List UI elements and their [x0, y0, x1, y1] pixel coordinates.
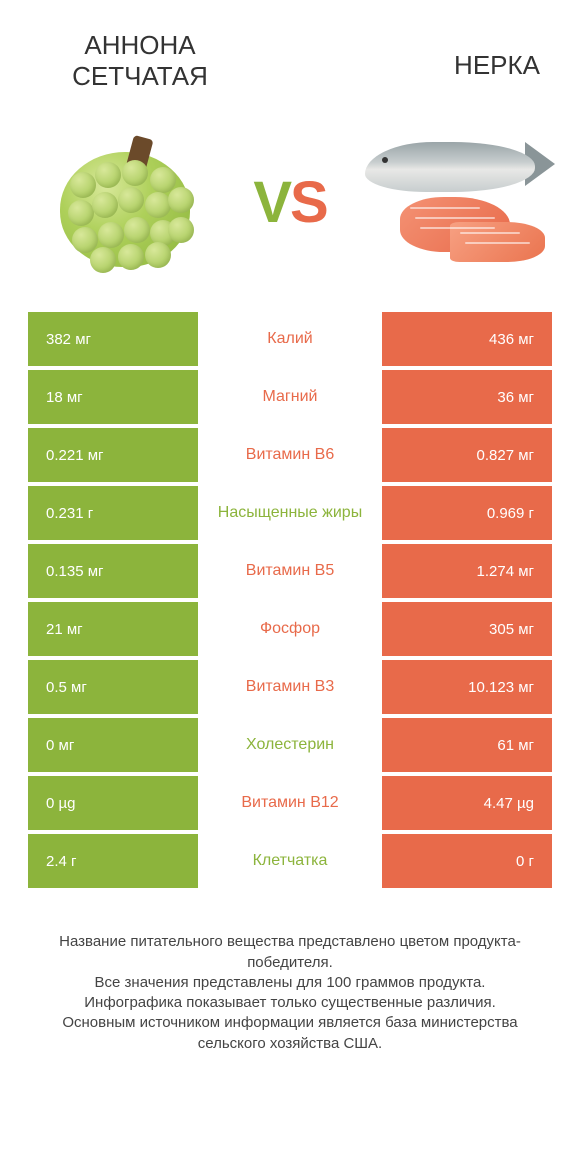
- table-row: 0.231 гНасыщенные жиры0.969 г: [28, 486, 552, 540]
- vs-label: VS: [253, 169, 326, 236]
- table-row: 0 мгХолестерин61 мг: [28, 718, 552, 772]
- table-row: 382 мгКалий436 мг: [28, 312, 552, 366]
- right-value: 0 г: [382, 834, 552, 888]
- right-value: 10.123 мг: [382, 660, 552, 714]
- right-product-title: НЕРКА: [340, 30, 540, 92]
- table-row: 2.4 гКлетчатка0 г: [28, 834, 552, 888]
- vs-v: V: [253, 170, 290, 235]
- left-value: 382 мг: [28, 312, 198, 366]
- left-value: 0.221 мг: [28, 428, 198, 482]
- vs-row: VS: [0, 102, 580, 312]
- footer-line: Инфографика показывает только существенн…: [28, 993, 552, 1013]
- nutrient-label: Насыщенные жиры: [198, 486, 382, 540]
- comparison-table: 382 мгКалий436 мг18 мгМагний36 мг0.221 м…: [0, 312, 580, 888]
- footer-line: Все значения представлены для 100 граммо…: [28, 973, 552, 993]
- table-row: 0.135 мгВитамин B51.274 мг: [28, 544, 552, 598]
- left-value: 2.4 г: [28, 834, 198, 888]
- right-value: 36 мг: [382, 370, 552, 424]
- right-value: 0.827 мг: [382, 428, 552, 482]
- nutrient-label: Холестерин: [198, 718, 382, 772]
- right-value: 0.969 г: [382, 486, 552, 540]
- right-value: 436 мг: [382, 312, 552, 366]
- left-value: 0 мг: [28, 718, 198, 772]
- nutrient-label: Клетчатка: [198, 834, 382, 888]
- annona-icon: [50, 132, 200, 272]
- nutrient-label: Фосфор: [198, 602, 382, 656]
- nutrient-label: Витамин B5: [198, 544, 382, 598]
- footer-line: Название питательного вещества представл…: [28, 932, 552, 973]
- footer-line: Основным источником информации является …: [28, 1013, 552, 1054]
- left-product-title: АННОНА СЕТЧАТАЯ: [40, 30, 240, 92]
- table-row: 0.221 мгВитамин B60.827 мг: [28, 428, 552, 482]
- header: АННОНА СЕТЧАТАЯ НЕРКА: [0, 0, 580, 102]
- salmon-icon: [360, 127, 550, 277]
- right-value: 4.47 µg: [382, 776, 552, 830]
- left-value: 0.231 г: [28, 486, 198, 540]
- table-row: 0.5 мгВитамин B310.123 мг: [28, 660, 552, 714]
- left-value: 21 мг: [28, 602, 198, 656]
- right-product-image: [360, 122, 550, 282]
- nutrient-label: Витамин B6: [198, 428, 382, 482]
- nutrient-label: Магний: [198, 370, 382, 424]
- right-value: 61 мг: [382, 718, 552, 772]
- table-row: 0 µgВитамин B124.47 µg: [28, 776, 552, 830]
- table-row: 21 мгФосфор305 мг: [28, 602, 552, 656]
- nutrient-label: Витамин B12: [198, 776, 382, 830]
- left-product-image: [30, 122, 220, 282]
- left-value: 18 мг: [28, 370, 198, 424]
- table-row: 18 мгМагний36 мг: [28, 370, 552, 424]
- right-value: 305 мг: [382, 602, 552, 656]
- left-value: 0.5 мг: [28, 660, 198, 714]
- nutrient-label: Калий: [198, 312, 382, 366]
- vs-s: S: [290, 170, 327, 235]
- nutrient-label: Витамин B3: [198, 660, 382, 714]
- left-value: 0.135 мг: [28, 544, 198, 598]
- left-value: 0 µg: [28, 776, 198, 830]
- right-value: 1.274 мг: [382, 544, 552, 598]
- footer-notes: Название питательного вещества представл…: [0, 892, 580, 1054]
